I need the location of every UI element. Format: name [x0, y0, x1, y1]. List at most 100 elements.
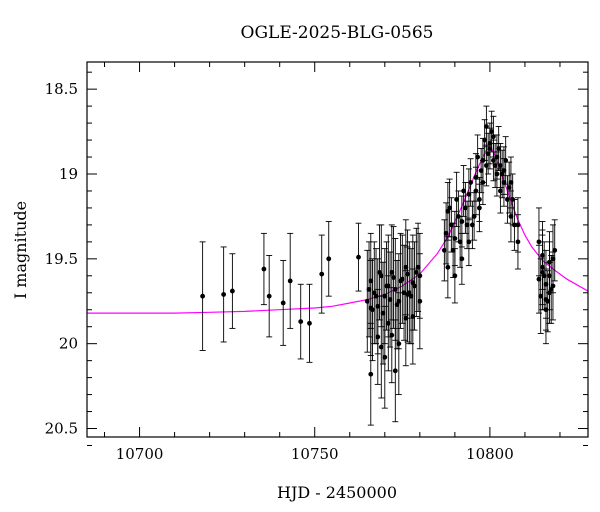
point-marker: [450, 247, 456, 253]
x-tick-label: 10750: [291, 445, 339, 463]
point-marker: [476, 205, 482, 211]
data-point: [385, 275, 392, 372]
data-point: [392, 319, 399, 423]
point-marker: [298, 319, 304, 325]
data-point: [486, 122, 493, 165]
data-point: [451, 210, 458, 267]
model-curve: [87, 145, 588, 314]
point-marker: [410, 314, 416, 319]
data-point: [297, 283, 304, 360]
point-marker: [380, 310, 386, 316]
data-point: [306, 283, 313, 363]
y-tick-label: 18.5: [45, 80, 78, 98]
point-marker: [478, 168, 484, 173]
y-axis-label: I magnitude: [11, 201, 30, 299]
point-marker: [462, 205, 468, 211]
point-marker: [391, 275, 396, 280]
point-marker: [498, 188, 503, 194]
data-point: [495, 126, 502, 172]
model-line: [87, 145, 588, 314]
point-marker: [378, 344, 384, 350]
point-marker: [508, 214, 514, 219]
data-point: [287, 232, 294, 329]
point-marker: [466, 191, 472, 197]
point-marker: [552, 247, 558, 253]
point-marker: [482, 137, 488, 143]
point-marker: [506, 185, 512, 190]
point-marker: [448, 222, 454, 228]
point-marker: [441, 247, 447, 253]
data-point: [460, 165, 467, 217]
data-point: [229, 253, 236, 329]
point-marker: [261, 266, 267, 272]
data-point: [199, 241, 206, 351]
point-marker: [384, 283, 389, 289]
point-marker: [280, 300, 286, 306]
data-point: [378, 295, 385, 399]
point-marker: [459, 219, 465, 224]
data-point: [490, 115, 497, 158]
data-point: [383, 241, 390, 331]
point-marker: [471, 214, 477, 219]
point-marker: [483, 124, 489, 129]
data-point: [483, 105, 490, 148]
y-tick-label: 20.5: [45, 420, 78, 438]
data-point: [355, 222, 362, 292]
y-tick-label: 19.5: [45, 250, 78, 268]
x-tick-label: 10700: [116, 445, 164, 463]
point-marker: [492, 163, 498, 168]
data-point: [535, 244, 542, 314]
point-marker: [368, 305, 374, 311]
point-marker: [394, 302, 400, 308]
point-marker: [417, 298, 423, 304]
point-marker: [487, 141, 493, 146]
point-marker: [266, 293, 272, 299]
point-marker: [229, 288, 235, 294]
point-marker: [445, 208, 451, 214]
data-point: [220, 246, 227, 343]
data-point: [388, 287, 395, 384]
point-marker: [373, 293, 379, 299]
point-marker: [550, 283, 556, 289]
point-marker: [445, 264, 451, 270]
x-axis-label: HJD - 2450000: [277, 483, 397, 502]
data-point: [514, 197, 521, 253]
data-point: [500, 146, 507, 195]
data-point: [542, 268, 549, 331]
data-point: [539, 221, 546, 290]
data-point: [395, 292, 402, 396]
point-marker: [459, 256, 465, 262]
data-point: [474, 134, 481, 180]
point-marker: [485, 151, 491, 157]
point-marker: [473, 174, 479, 180]
data-point: [444, 236, 451, 299]
point-marker: [503, 158, 509, 163]
data-point: [367, 260, 374, 357]
point-marker: [494, 154, 500, 160]
point-marker: [536, 276, 542, 282]
point-marker: [387, 297, 393, 302]
point-marker: [392, 368, 398, 374]
point-marker: [540, 253, 545, 258]
data-point: [507, 156, 514, 209]
y-tick-label: 20: [59, 335, 78, 353]
data-point: [453, 171, 460, 228]
point-marker: [389, 270, 395, 275]
data-point: [444, 182, 451, 241]
data-point: [325, 221, 332, 297]
data-point: [467, 158, 474, 207]
point-marker: [326, 256, 332, 262]
point-marker: [413, 270, 419, 275]
point-marker: [412, 283, 417, 289]
point-marker: [452, 236, 458, 241]
y-tick-label: 19: [59, 165, 78, 183]
point-marker: [483, 163, 489, 168]
point-marker: [491, 158, 496, 163]
point-marker: [385, 320, 391, 326]
point-marker: [496, 146, 502, 151]
data-point: [390, 226, 397, 329]
point-marker: [200, 293, 206, 299]
data-point: [476, 183, 483, 233]
data-point: [374, 288, 381, 385]
point-marker: [505, 197, 510, 202]
